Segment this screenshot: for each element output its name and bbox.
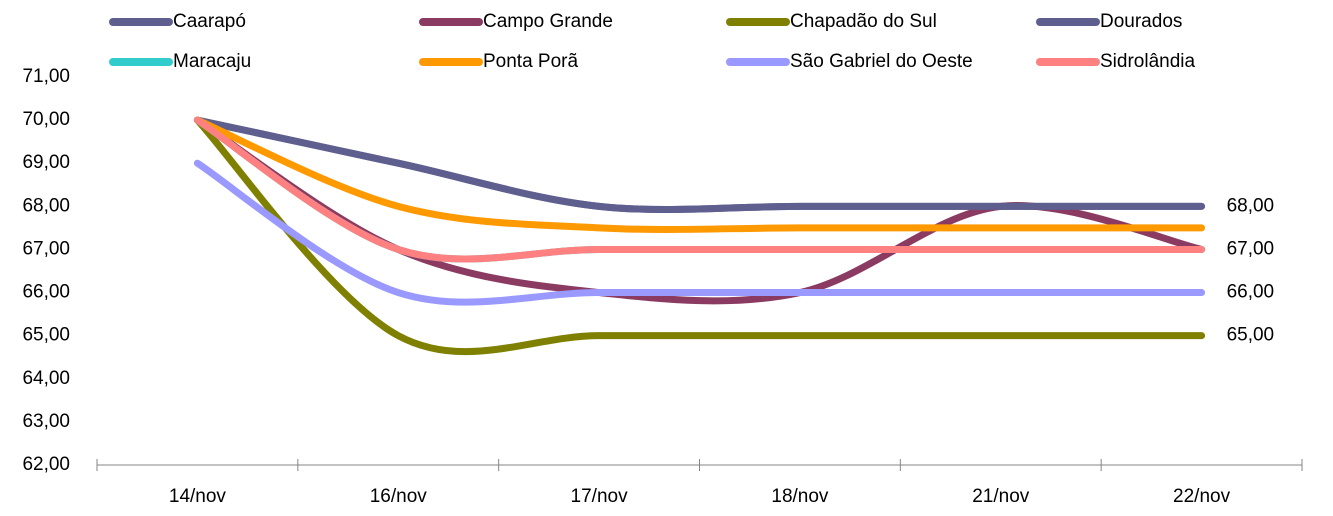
data-label: 67,00 <box>1227 238 1275 259</box>
y-tick-label: 68,00 <box>22 195 70 216</box>
data-label: 66,00 <box>1227 282 1275 303</box>
legend-label: Ponta Porã <box>483 51 578 72</box>
x-tick-label: 16/nov <box>370 486 428 507</box>
series-line <box>193 159 1206 306</box>
legend-label: Chapadão do Sul <box>790 11 937 32</box>
y-tick-label: 71,00 <box>22 66 70 87</box>
data-label: 68,00 <box>1227 195 1275 216</box>
legend-label: Sidrolândia <box>1100 51 1195 72</box>
y-tick-label: 67,00 <box>22 238 70 259</box>
y-tick-label: 65,00 <box>22 325 70 346</box>
series-line <box>193 116 1206 356</box>
series-line <box>193 116 1206 214</box>
y-tick-label: 70,00 <box>22 109 70 130</box>
y-tick-label: 69,00 <box>22 152 70 173</box>
x-tick-label: 21/nov <box>972 486 1030 507</box>
data-label: 65,00 <box>1227 325 1275 346</box>
y-tick-label: 66,00 <box>22 282 70 303</box>
y-tick-label: 62,00 <box>22 454 70 475</box>
series-line <box>193 116 1206 233</box>
legend-label: Caarapó <box>173 11 246 32</box>
x-tick-label: 22/nov <box>1173 486 1231 507</box>
legend-label: São Gabriel do Oeste <box>790 51 973 72</box>
y-tick-label: 64,00 <box>22 368 70 389</box>
legend-label: Campo Grande <box>483 11 613 32</box>
legend-label: Dourados <box>1100 11 1182 32</box>
y-tick-label: 63,00 <box>22 411 70 432</box>
series-line <box>193 116 1206 214</box>
x-tick-label: 14/nov <box>169 486 227 507</box>
x-tick-label: 18/nov <box>771 486 829 507</box>
legend-label: Maracaju <box>173 51 251 72</box>
x-tick-label: 17/nov <box>571 486 629 507</box>
series-line <box>193 116 1206 263</box>
